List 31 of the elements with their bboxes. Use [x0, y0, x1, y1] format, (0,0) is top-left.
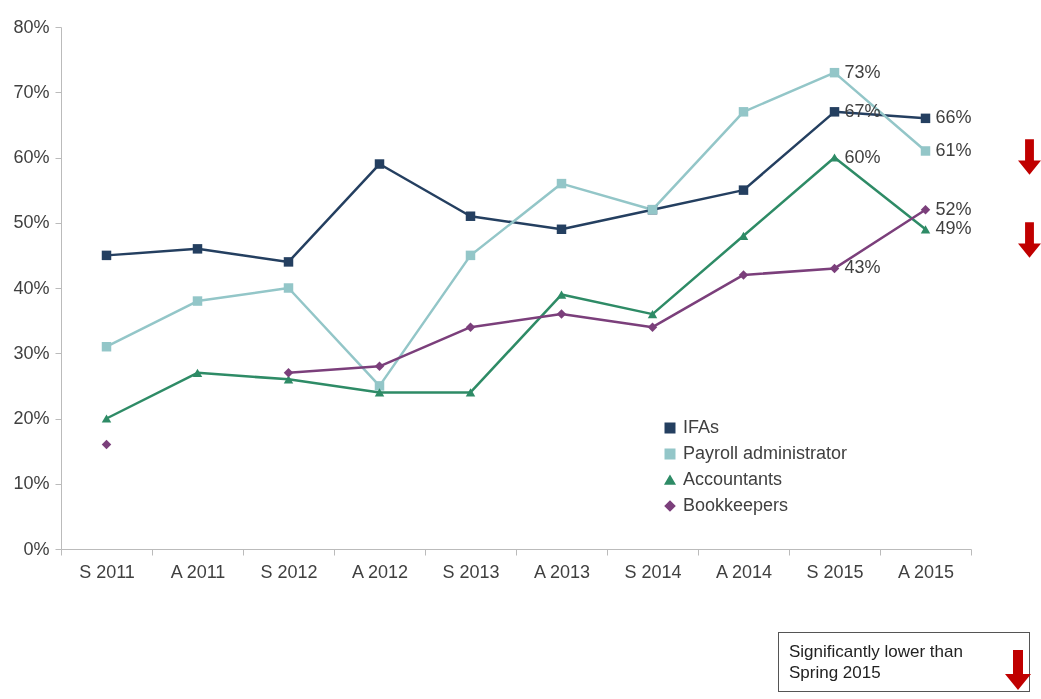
x-tick-label: A 2015	[897, 561, 955, 582]
legend-label: Payroll administrator	[683, 443, 848, 463]
y-tick-label: 10%	[13, 473, 50, 494]
y-tick-label: 50%	[13, 212, 50, 233]
x-tick-label: S 2012	[260, 561, 318, 582]
data-label: 52%	[935, 198, 972, 219]
x-tick-label: S 2013	[442, 561, 500, 582]
legend-label: Bookkeepers	[683, 495, 789, 515]
y-tick-label: 20%	[13, 408, 50, 428]
y-tick-label: 40%	[13, 277, 50, 298]
x-tick-label: S 2015	[806, 561, 864, 582]
x-tick-label: A 2014	[715, 561, 773, 582]
data-label: 61%	[935, 139, 972, 160]
x-tick-label: S 2014	[624, 561, 682, 582]
data-label: 66%	[935, 107, 972, 128]
y-tick-label: 30%	[13, 342, 50, 363]
y-tick-label: 60%	[13, 147, 50, 167]
y-tick-label: 70%	[13, 81, 50, 102]
x-tick-label: A 2012	[351, 561, 409, 582]
x-tick-label: A 2013	[533, 561, 591, 582]
data-label: 60%	[844, 146, 881, 167]
data-label: 43%	[844, 257, 881, 278]
text: Significantly lower than Spring 2015	[789, 642, 963, 682]
x-tick-label: S 2011	[79, 561, 135, 582]
legend-label: IFAs	[683, 417, 720, 437]
data-label: 73%	[844, 61, 881, 82]
legend-label: Accountants	[683, 469, 783, 489]
y-tick-label: 80%	[13, 16, 50, 37]
x-tick-label: A 2011	[170, 561, 226, 582]
data-label: 49%	[935, 218, 972, 239]
y-tick-label: 0%	[23, 538, 50, 559]
